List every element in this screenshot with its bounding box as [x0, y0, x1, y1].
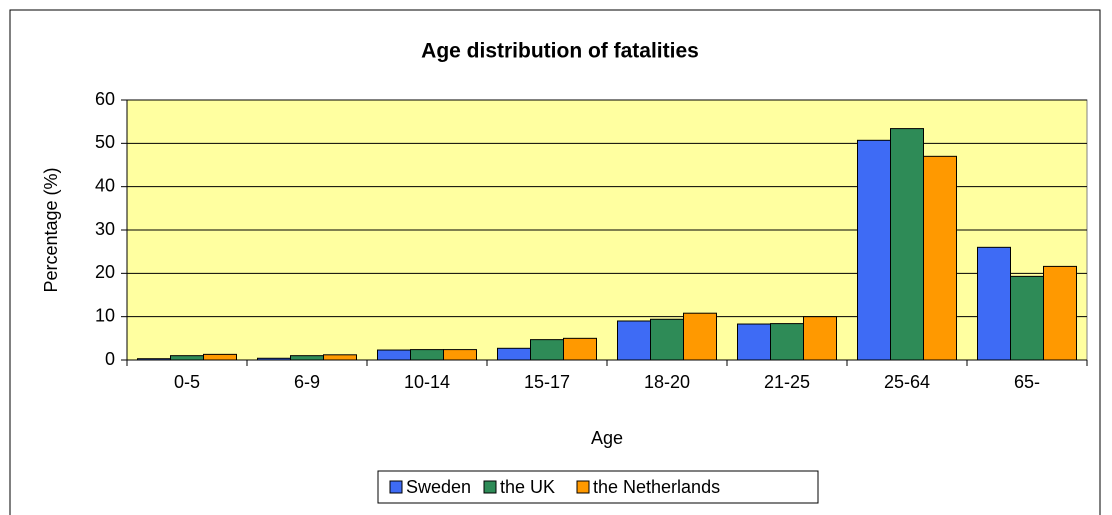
bar — [290, 355, 324, 361]
x-tick-label: 6-9 — [294, 372, 320, 392]
y-axis-label: Percentage (%) — [41, 167, 61, 292]
legend-box — [377, 470, 819, 504]
bar — [530, 339, 564, 361]
bar — [497, 347, 531, 361]
bar — [803, 316, 837, 361]
x-tick-label: 21-25 — [764, 372, 810, 392]
y-tick-label: 50 — [95, 132, 115, 152]
bar — [257, 357, 291, 361]
x-axis-label: Age — [591, 428, 623, 448]
legend-label: the UK — [500, 477, 555, 497]
bar — [650, 318, 684, 361]
bar — [857, 139, 891, 361]
x-tick-label: 25-64 — [884, 372, 930, 392]
y-tick-label: 40 — [95, 175, 115, 195]
bar — [617, 320, 651, 361]
chart-title: Age distribution of fatalities — [421, 40, 699, 63]
bar — [377, 349, 411, 361]
bar — [737, 323, 771, 361]
bar — [410, 349, 444, 361]
x-tick-label: 15-17 — [524, 372, 570, 392]
legend-swatch — [389, 480, 403, 494]
bar — [977, 246, 1011, 361]
bar — [923, 155, 957, 361]
y-tick-label: 20 — [95, 262, 115, 282]
x-tick-label: 65- — [1014, 372, 1040, 392]
bar — [683, 312, 717, 361]
bar — [1043, 265, 1077, 361]
bar — [137, 358, 171, 361]
bar — [1010, 275, 1044, 361]
legend-swatch — [576, 480, 590, 494]
bar — [890, 128, 924, 361]
bar — [443, 349, 477, 361]
bar — [563, 337, 597, 361]
y-tick-label: 60 — [95, 89, 115, 109]
y-tick-label: 10 — [95, 305, 115, 325]
x-tick-label: 18-20 — [644, 372, 690, 392]
legend-label: Sweden — [406, 477, 471, 497]
x-tick-label: 10-14 — [404, 372, 450, 392]
bar — [203, 353, 237, 361]
legend-swatch — [483, 480, 497, 494]
legend-label: the Netherlands — [593, 477, 720, 497]
y-tick-label: 30 — [95, 219, 115, 239]
bar — [323, 354, 357, 361]
x-tick-label: 0-5 — [174, 372, 200, 392]
bar — [770, 323, 804, 361]
bar — [170, 355, 204, 361]
y-tick-label: 0 — [105, 349, 115, 369]
